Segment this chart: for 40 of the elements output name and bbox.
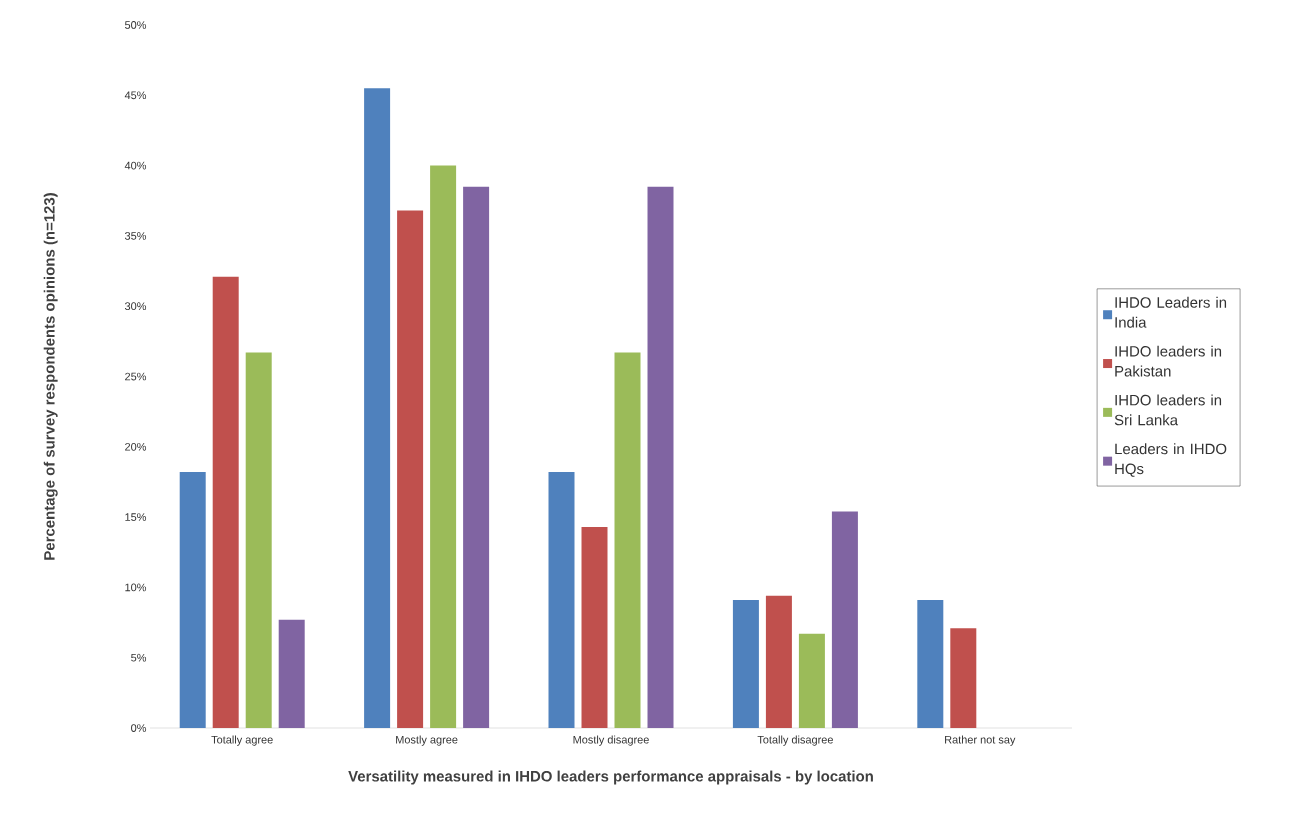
y-tick-label: 35% [124, 232, 147, 240]
y-tick-label: 30% [124, 302, 147, 311]
y-tick-label: 40% [124, 161, 147, 170]
legend-label: IHDO leaders in Pakistan [1115, 345, 1222, 377]
x-tick-label: Totally disagree [757, 735, 833, 746]
y-tick-label: 45% [124, 91, 147, 100]
bar [732, 600, 759, 728]
y-tick-label: 10% [125, 583, 147, 592]
bar [364, 88, 391, 728]
x-tick-label: Rather not say [945, 735, 1016, 746]
y-tick-label: 50% [124, 21, 147, 29]
x-tick-label: Mostly disagree [573, 735, 649, 746]
y-tick-label: 20% [125, 442, 147, 451]
bar [430, 165, 457, 728]
bar [179, 472, 206, 728]
y-tick-label: 15% [125, 513, 147, 521]
bar [765, 595, 792, 728]
x-tick-label: Mostly agree [396, 735, 458, 746]
bar [278, 619, 305, 728]
bar [950, 628, 977, 728]
bar [212, 276, 239, 728]
bar [397, 210, 424, 728]
bar [245, 352, 272, 728]
y-tick-label: 0% [131, 724, 147, 732]
y-tick-label: 5% [131, 653, 147, 662]
legend-label: IHDO leaders in Sri Lanka [1114, 394, 1222, 426]
legend-label: IHDO Leaders in India [1115, 296, 1227, 328]
y-axis-title: Percentage of survey respondents opinions (n=123) [43, 193, 58, 560]
legend-label: Leaders in IHDO HQs [1115, 443, 1227, 477]
bar [917, 600, 944, 728]
bar [581, 526, 608, 728]
bar [614, 352, 641, 728]
x-axis-title: Versatility measured in IHDO leaders performance appraisals - by location [348, 770, 873, 785]
x-tick-label: Totally agree [211, 735, 273, 746]
bar [463, 186, 490, 728]
bar [831, 511, 858, 728]
bar [647, 186, 674, 728]
bar [798, 633, 825, 728]
y-tick-label: 25% [125, 372, 147, 381]
bar [548, 472, 575, 728]
